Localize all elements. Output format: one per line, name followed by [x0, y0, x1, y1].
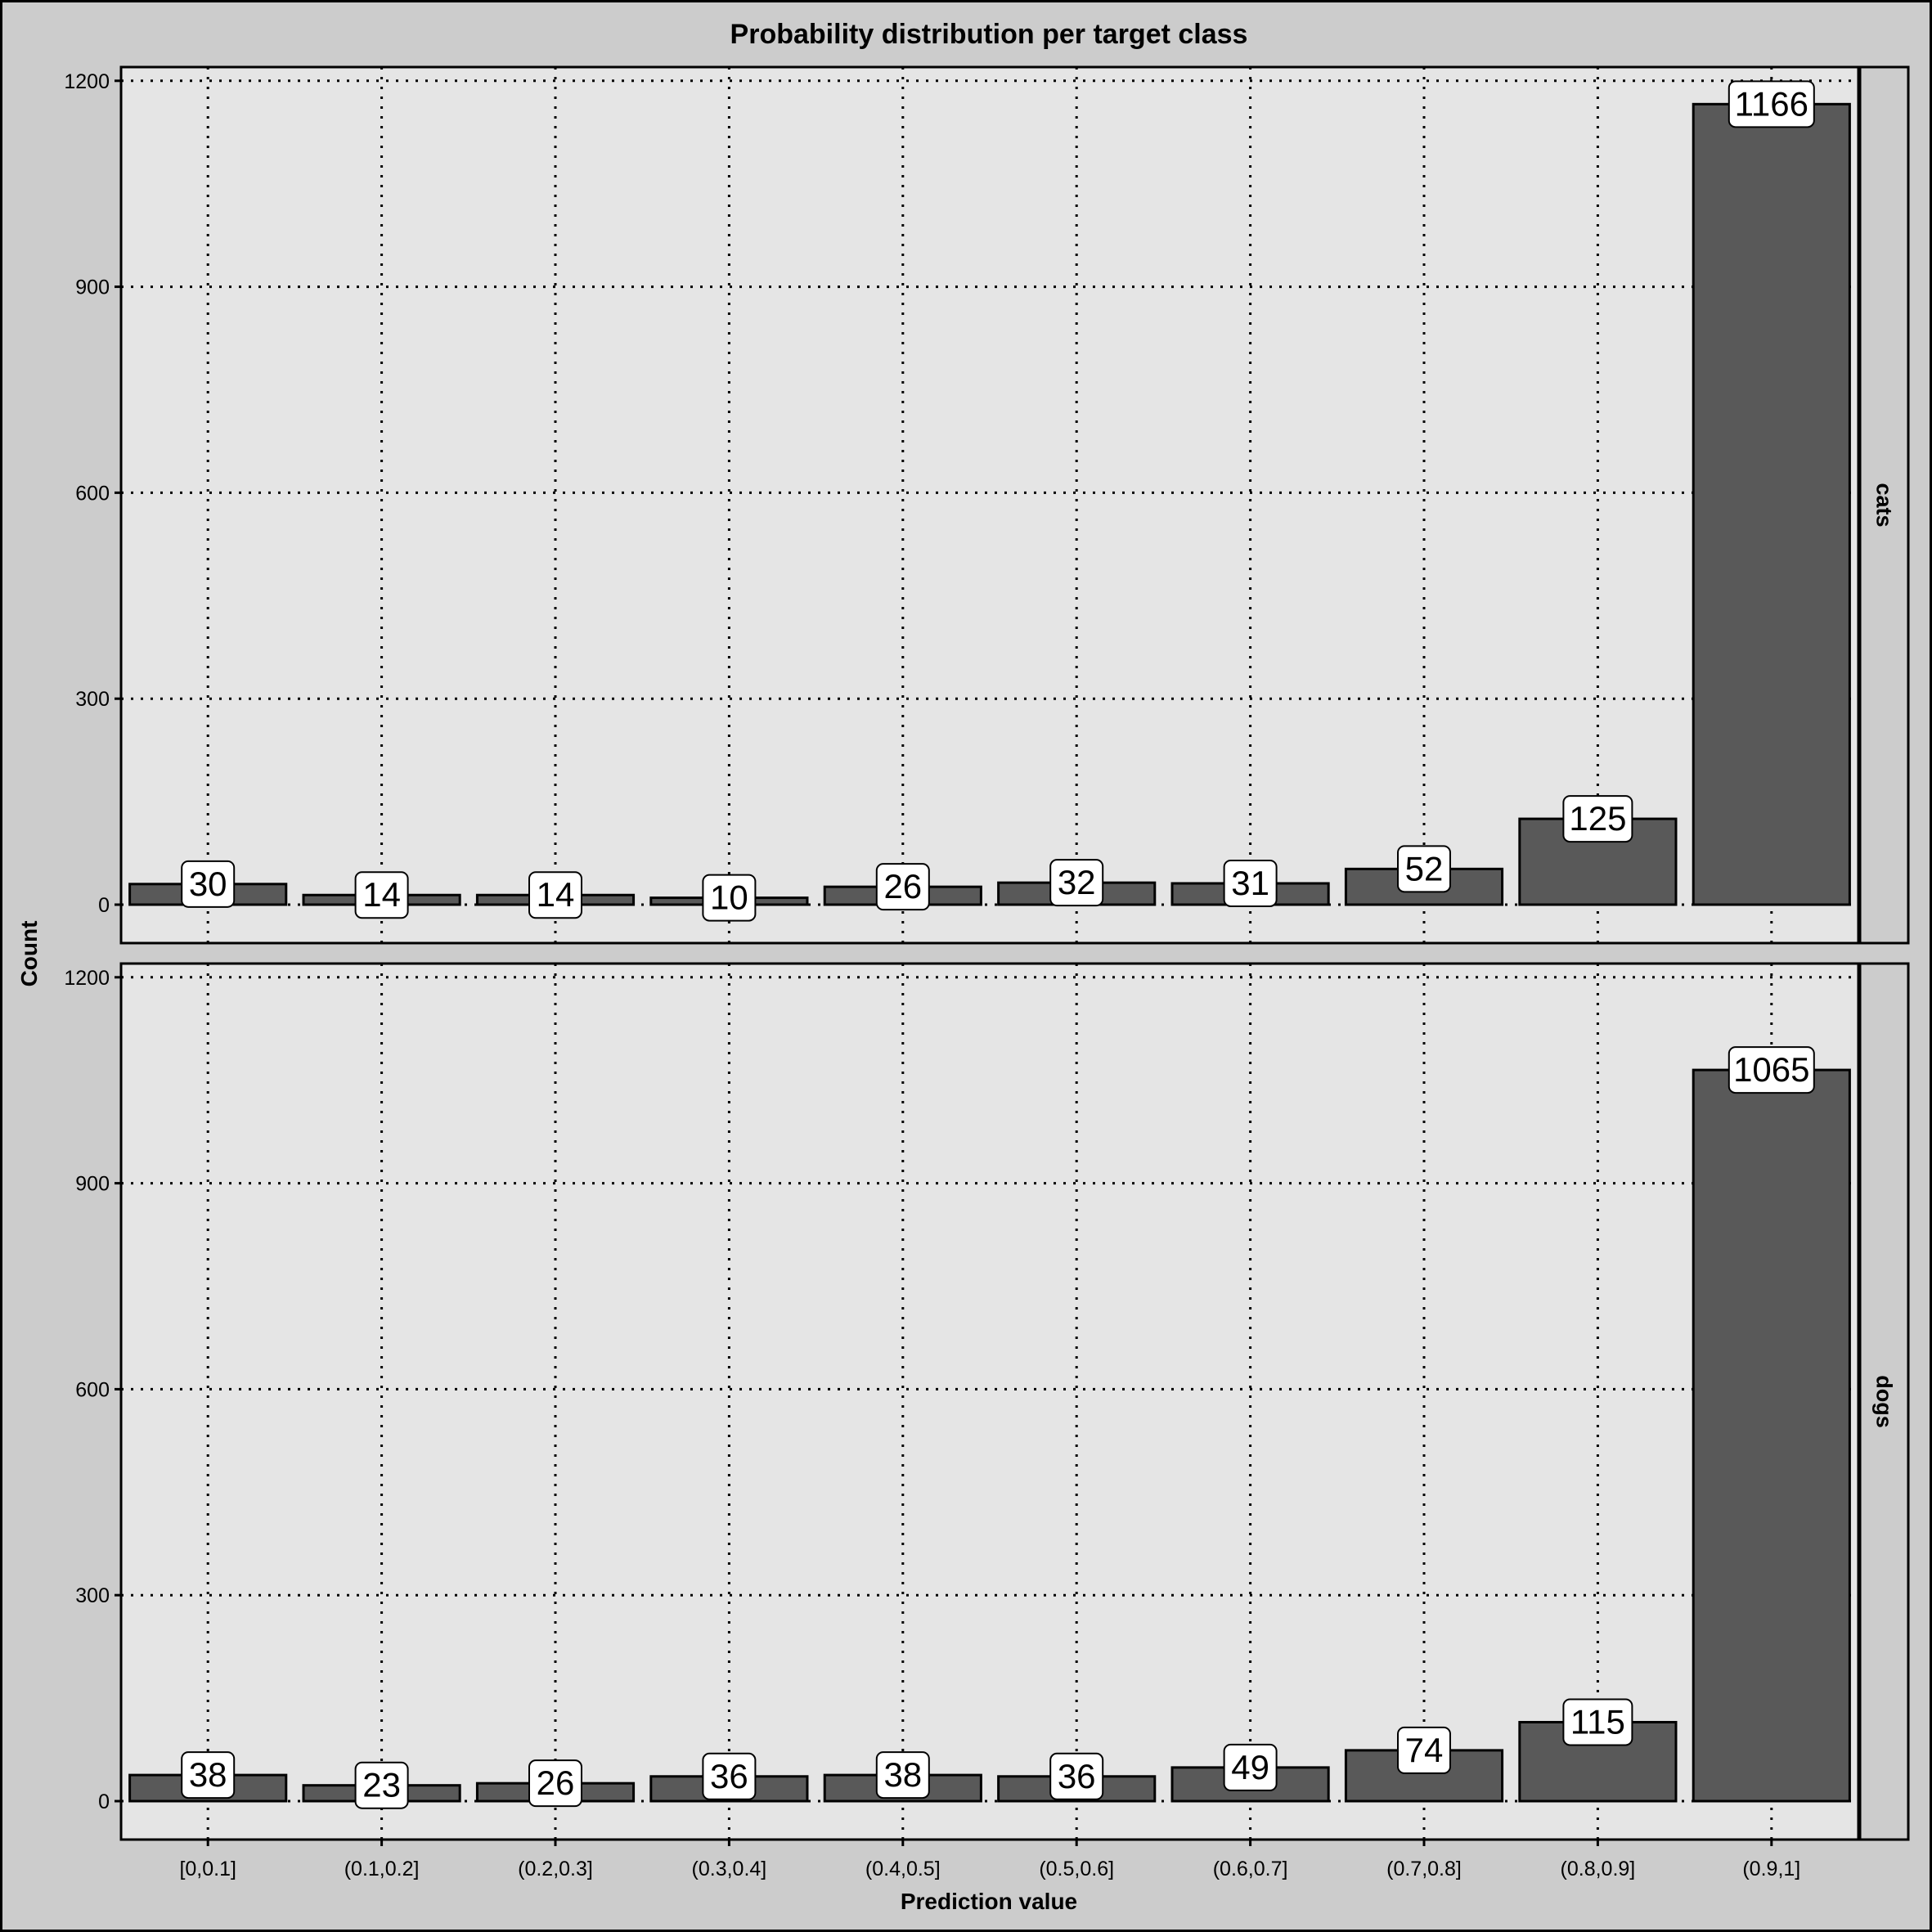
data-label: 125: [1569, 799, 1626, 838]
data-label-box: [1728, 1046, 1815, 1094]
y-tick-label: 300: [75, 1584, 110, 1607]
x-tick-label: (0.1,0.2]: [344, 1858, 420, 1880]
data-label: 115: [1570, 1702, 1625, 1741]
data-label-box: [1223, 1743, 1278, 1791]
facet-strip: [1858, 962, 1910, 1841]
y-tick-label: 1200: [64, 70, 110, 93]
data-label: 32: [1058, 863, 1096, 901]
x-tick-label: (0.4,0.5]: [865, 1858, 941, 1880]
data-label-box: [528, 1759, 582, 1808]
x-axis: [0,0.1] (0.1,0.2] (0.2,0.3] (0.3,0.4] (0.4,0…: [179, 1840, 1800, 1880]
x-axis-title: Prediction value: [901, 1889, 1077, 1914]
data-label: 10: [710, 878, 748, 917]
data-label-box: [1562, 795, 1633, 843]
panel-background: [121, 964, 1858, 1840]
data-label-box: [875, 863, 930, 911]
data-label-box: [1049, 859, 1104, 907]
data-label: 31: [1231, 864, 1269, 902]
data-label-box: [1728, 80, 1815, 128]
facet-panel-cats: 0 300 600 900 1200 30 14 14 10 26 32 31 52 125 1166 cat…: [64, 65, 1910, 945]
y-tick-label: 900: [75, 276, 110, 299]
bar: [1692, 102, 1851, 906]
data-label: 38: [189, 1755, 227, 1794]
bar: [1692, 1068, 1851, 1803]
data-label-box: [1397, 1726, 1451, 1774]
facet-panels: 0 300 600 900 1200 30 14 14 10 26 32 31 52 125 1166 cat…: [64, 65, 1910, 1841]
data-label-box: [354, 1761, 409, 1809]
data-label: 74: [1405, 1731, 1444, 1769]
y-tick-label: 0: [98, 1790, 110, 1813]
facet-panel-dogs: 0 300 600 900 1200 38 23 26 36 38 36 49 74 115 1065 dog…: [64, 962, 1910, 1841]
data-label-box: [702, 1752, 757, 1800]
y-tick-label: 600: [75, 482, 110, 505]
facet-strip-label: cats: [1872, 483, 1897, 527]
data-label: 14: [362, 875, 401, 914]
data-label: 36: [710, 1757, 748, 1795]
x-tick-label: (0.9,1]: [1742, 1858, 1800, 1880]
panel-border: [119, 962, 1860, 1841]
data-label-box: [1397, 845, 1451, 893]
chart-title: Probability distribution per target clas…: [730, 19, 1248, 50]
x-tick-label: (0.3,0.4]: [692, 1858, 767, 1880]
data-label-box: [1223, 859, 1278, 907]
data-label: 26: [883, 867, 922, 905]
x-tick-label: (0.6,0.7]: [1213, 1858, 1288, 1880]
data-label-box: [1562, 1698, 1633, 1746]
y-tick-label: 1200: [64, 967, 110, 990]
data-label: 38: [883, 1755, 922, 1794]
data-label: 30: [189, 865, 227, 903]
data-label-box: [702, 874, 757, 922]
data-label: 1166: [1735, 84, 1808, 123]
x-tick-label: (0.7,0.8]: [1386, 1858, 1462, 1880]
x-tick-label: (0.2,0.3]: [518, 1858, 593, 1880]
data-label: 26: [537, 1764, 575, 1802]
x-tick-label: [0,0.1]: [179, 1858, 236, 1880]
x-tick-label: (0.8,0.9]: [1561, 1858, 1636, 1880]
data-label-box: [354, 871, 409, 919]
y-tick-label: 600: [75, 1378, 110, 1401]
data-label: 1065: [1733, 1050, 1809, 1089]
data-label: 52: [1405, 849, 1444, 887]
data-label: 23: [362, 1766, 401, 1804]
x-tick-label: (0.5,0.6]: [1039, 1858, 1114, 1880]
panel-border: [119, 65, 1860, 945]
y-axis-title: Count: [16, 921, 42, 987]
data-label-box: [528, 871, 582, 919]
y-tick-label: 900: [75, 1173, 110, 1196]
y-tick-label: 0: [98, 894, 110, 917]
facet-strip: [1858, 65, 1910, 945]
facet-strip-label: dogs: [1872, 1375, 1897, 1428]
y-tick-label: 300: [75, 688, 110, 711]
data-label: 14: [537, 875, 575, 914]
data-label-box: [1049, 1752, 1104, 1800]
data-label-box: [181, 1751, 236, 1799]
data-label-box: [875, 1751, 930, 1799]
data-label: 36: [1058, 1757, 1096, 1795]
data-label: 49: [1231, 1748, 1269, 1786]
data-label-box: [181, 860, 236, 908]
